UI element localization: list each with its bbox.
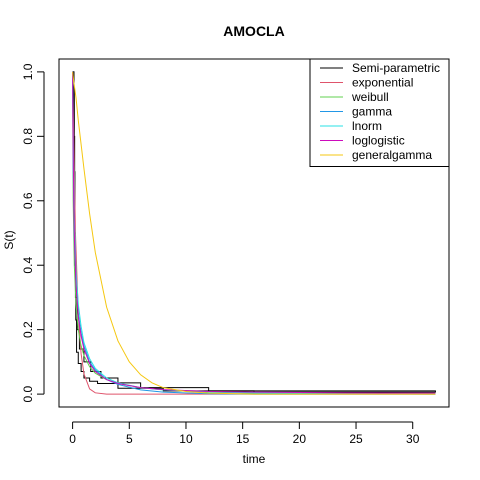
y-tick-label: 0.6 bbox=[21, 192, 35, 209]
legend-label: loglogistic bbox=[352, 134, 405, 148]
y-tick-label: 0.4 bbox=[21, 257, 35, 274]
x-tick-label: 10 bbox=[179, 432, 193, 446]
legend-label: weibull bbox=[351, 90, 389, 104]
legend-box bbox=[309, 58, 450, 167]
x-tick-label: 25 bbox=[349, 432, 363, 446]
legend-label: gamma bbox=[352, 105, 392, 119]
legend-label: Semi-parametric bbox=[352, 61, 440, 75]
y-tick-label: 0.2 bbox=[21, 321, 35, 338]
y-tick-label: 0.8 bbox=[21, 128, 35, 145]
x-tick-label: 30 bbox=[406, 432, 420, 446]
plot-frame bbox=[58, 58, 450, 408]
series-line-loglogistic bbox=[72, 71, 436, 394]
y-axis-label: S(t) bbox=[2, 230, 16, 249]
x-tick-label: 0 bbox=[69, 432, 76, 446]
y-tick-label: 0.0 bbox=[21, 385, 35, 402]
x-tick-label: 5 bbox=[126, 432, 133, 446]
y-tick-label: 1.0 bbox=[21, 63, 35, 80]
x-tick-label: 20 bbox=[293, 432, 307, 446]
legend-label: lnorm bbox=[352, 119, 382, 133]
x-tick-label: 15 bbox=[236, 432, 250, 446]
chart-title: AMOCLA bbox=[223, 23, 284, 39]
x-axis: 0 5 10 15 20 25 30 bbox=[69, 421, 420, 446]
legend: Semi-parametricexponentialweibullgammaln… bbox=[309, 58, 450, 167]
series-line-generalgamma bbox=[72, 71, 436, 395]
x-axis-label: time bbox=[243, 452, 266, 466]
plot-area bbox=[72, 71, 436, 395]
legend-label: generalgamma bbox=[352, 148, 432, 162]
y-axis: 0.0 0.2 0.4 0.6 0.8 1.0 bbox=[21, 63, 45, 402]
legend-label: exponential bbox=[352, 76, 413, 90]
